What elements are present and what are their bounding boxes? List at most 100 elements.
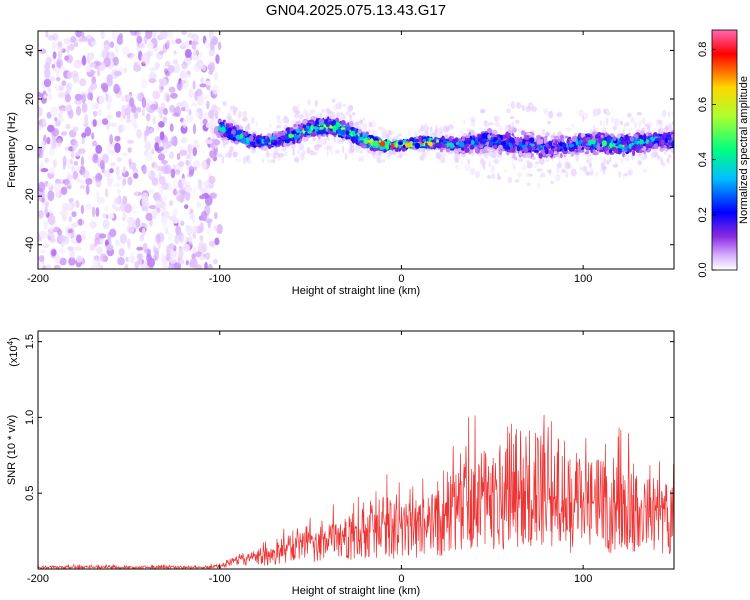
noise-blob	[91, 258, 99, 267]
noise-blob	[115, 111, 122, 118]
noise-blob	[202, 112, 210, 120]
ridge-blob	[283, 142, 287, 148]
noise-blob	[43, 78, 52, 88]
ridge-halo-blob	[370, 120, 377, 128]
ridge-halo-blob	[582, 165, 588, 173]
ridge-halo-blob	[418, 128, 421, 134]
noise-blob	[71, 202, 75, 209]
noise-blob	[120, 112, 124, 123]
noise-blob	[193, 48, 199, 56]
noise-blob	[123, 67, 128, 74]
ridge-blob	[616, 147, 619, 154]
ridge-blob	[631, 145, 637, 151]
noise-blob	[42, 244, 50, 249]
ridge-blob	[544, 135, 548, 139]
noise-blob	[102, 85, 109, 93]
ridge-blob	[249, 141, 255, 146]
noise-blob	[174, 234, 180, 245]
ridge-halo-blob	[312, 151, 318, 156]
noise-blob	[191, 225, 198, 235]
noise-blob	[54, 117, 58, 122]
noise-blob	[114, 135, 121, 142]
noise-blob	[55, 253, 61, 264]
noise-blob	[125, 118, 132, 123]
ridge-halo-blob	[659, 122, 663, 127]
colorbar-label: Normalized spectral amplitude	[738, 76, 750, 224]
ridge-halo-blob	[242, 156, 246, 165]
ridge-halo-blob	[283, 115, 288, 119]
noise-blob	[156, 200, 161, 206]
noise-blob	[47, 182, 53, 189]
noise-blob	[172, 59, 179, 65]
noise-blob	[97, 174, 103, 181]
noise-blob	[151, 31, 157, 39]
noise-blob	[80, 156, 85, 167]
noise-blob	[116, 157, 123, 162]
ridge-blob	[465, 137, 471, 143]
noise-blob	[130, 53, 139, 62]
noise-blob	[115, 165, 120, 177]
ridge-halo-blob	[447, 124, 454, 130]
ridge-halo-blob	[276, 124, 282, 129]
ridge-blob	[544, 149, 549, 155]
noise-blob	[199, 235, 204, 241]
noise-blob	[108, 51, 114, 60]
ridge-halo-blob	[336, 111, 339, 118]
noise-blob	[104, 188, 109, 198]
ridge-halo-blob	[368, 128, 371, 134]
noise-blob	[146, 113, 151, 122]
noise-blob	[196, 96, 204, 106]
noise-blob	[131, 117, 137, 127]
noise-blob	[147, 257, 155, 268]
spectrogram-x-tick-label: 0	[398, 273, 404, 285]
ridge-halo-blob	[273, 147, 279, 152]
ridge-halo-blob	[555, 174, 561, 182]
noise-blob	[52, 61, 57, 72]
ridge-blob	[509, 126, 514, 130]
spectrogram-y-tick-label: 20	[24, 93, 36, 105]
noise-blob	[38, 146, 42, 157]
noise-blob	[127, 238, 131, 250]
noise-blob	[175, 225, 182, 236]
ridge-blob	[469, 149, 474, 154]
ridge-blob	[280, 135, 286, 141]
ridge-halo-blob	[372, 125, 374, 132]
noise-blob	[113, 70, 122, 77]
noise-blob	[124, 203, 133, 214]
noise-blob	[94, 174, 99, 182]
noise-blob	[141, 227, 146, 236]
noise-blob	[152, 116, 156, 125]
noise-blob	[38, 106, 43, 117]
ridge-halo-blob	[642, 168, 648, 173]
ridge-halo-blob	[514, 179, 520, 183]
noise-blob	[47, 124, 55, 133]
ridge-halo-blob	[497, 172, 501, 178]
noise-blob	[43, 94, 47, 99]
noise-blob	[201, 159, 208, 171]
noise-blob	[45, 31, 49, 38]
noise-blob	[109, 41, 114, 48]
noise-blob	[66, 45, 70, 54]
ridge-halo-blob	[545, 158, 550, 163]
ridge-blob	[364, 138, 368, 145]
ridge-blob	[464, 147, 470, 154]
noise-blob	[167, 65, 175, 74]
noise-blob	[163, 196, 168, 201]
noise-blob	[185, 104, 189, 113]
noise-blob	[73, 61, 81, 69]
noise-blob	[104, 206, 109, 211]
ridge-halo-blob	[335, 149, 340, 153]
ridge-blob	[235, 134, 241, 140]
ridge-halo-blob	[484, 128, 488, 132]
ridge-blob	[318, 122, 325, 126]
ridge-blob	[618, 144, 623, 148]
ridge-blob	[508, 137, 515, 144]
ridge-blob	[595, 128, 599, 132]
ridge-blob	[598, 149, 605, 153]
ridge-halo-blob	[245, 154, 248, 163]
noise-blob	[72, 126, 79, 132]
ridge-blob	[638, 135, 644, 138]
noise-blob	[135, 217, 141, 228]
ridge-blob	[609, 149, 613, 154]
ridge-blob	[667, 136, 672, 141]
